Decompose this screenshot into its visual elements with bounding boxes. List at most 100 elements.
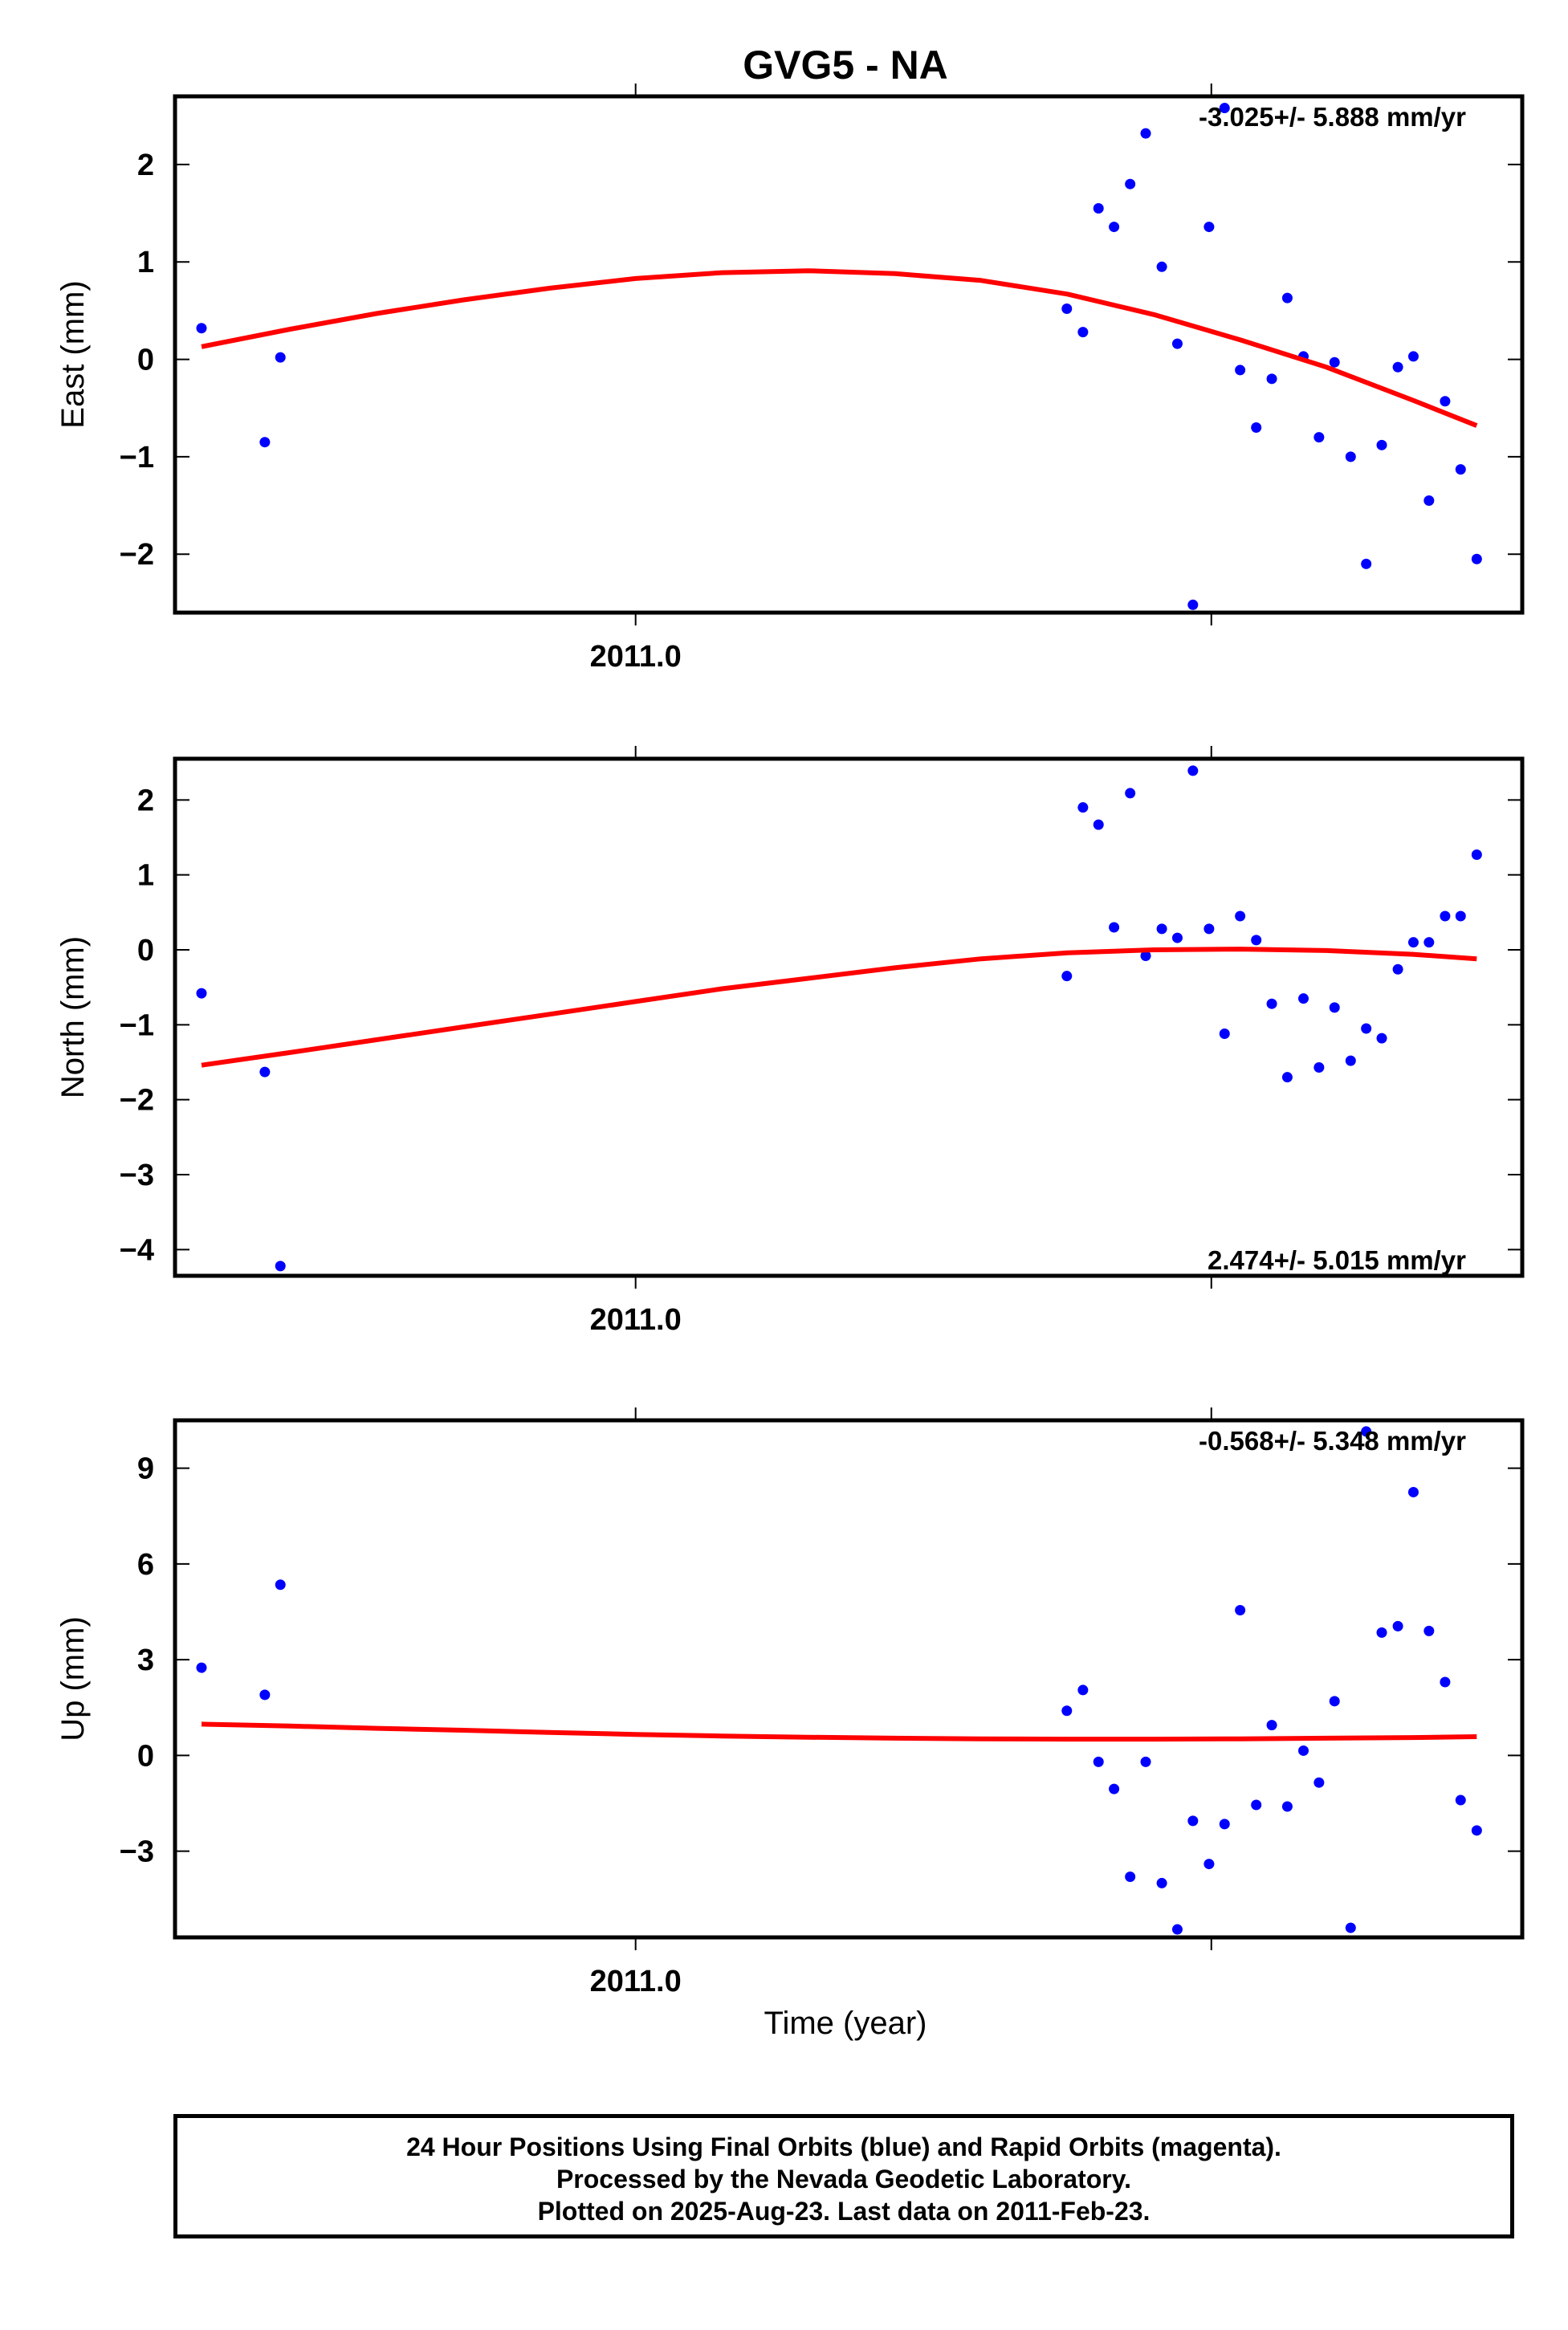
- data-point: [1471, 1825, 1482, 1836]
- data-point: [196, 323, 207, 334]
- data-point: [1345, 1055, 1356, 1066]
- data-point: [1187, 599, 1199, 610]
- y-tick-label: 6: [137, 1548, 154, 1582]
- panel-east: −2 −1 0 1 2 2011.0 East (mm) -3.025+/- 5.888 mm…: [55, 84, 1525, 674]
- data-point: [1061, 971, 1073, 982]
- data-point: [1266, 1720, 1277, 1731]
- data-point: [1219, 1029, 1230, 1040]
- y-tick-label: 1: [137, 859, 154, 893]
- footer-line-1: 24 Hour Positions Using Final Orbits (bl…: [406, 2132, 1281, 2161]
- data-point: [1471, 849, 1482, 860]
- data-point: [1251, 422, 1262, 433]
- panel-north: −4 −3 −2 −1 0 1 2 2011.0 North (mm) 2.474+/- 5.01…: [55, 746, 1525, 1337]
- data-point: [1219, 1819, 1230, 1830]
- figure-title: GVG5 - NA: [743, 43, 948, 88]
- data-point: [1392, 1620, 1403, 1631]
- data-point: [1361, 558, 1372, 569]
- data-point: [1251, 1799, 1262, 1811]
- data-point: [1423, 495, 1435, 506]
- plot-frame: [173, 1418, 1525, 1940]
- rate-annotation: 2.474+/- 5.015 mm/yr: [1208, 1245, 1466, 1275]
- plot-frame: [173, 756, 1525, 1278]
- data-point: [1093, 203, 1104, 214]
- data-point: [1125, 178, 1136, 189]
- data-point: [1455, 1794, 1466, 1806]
- footer-box: 24 Hour Positions Using Final Orbits (bl…: [173, 2114, 1514, 2238]
- data-point: [1281, 1801, 1293, 1812]
- x-axis-title: Time (year): [764, 2006, 927, 2041]
- data-point: [1171, 338, 1183, 349]
- y-tick-label: −3: [120, 1159, 154, 1192]
- data-point: [1109, 1783, 1120, 1794]
- data-point: [1171, 1924, 1183, 1935]
- data-point: [1407, 351, 1419, 362]
- panels-group: −2 −1 0 1 2 2011.0 East (mm) -3.025+/- 5.888 mm…: [55, 84, 1525, 1998]
- data-point: [1156, 923, 1167, 935]
- data-point: [1266, 998, 1277, 1009]
- data-point: [1313, 432, 1325, 443]
- y-tick-label: 2: [137, 149, 154, 182]
- y-axis-title: East (mm): [55, 280, 91, 428]
- y-tick-label: −1: [120, 1008, 154, 1042]
- data-point: [1219, 103, 1230, 114]
- data-point: [196, 1662, 207, 1673]
- data-point: [1455, 464, 1466, 475]
- data-point: [1298, 1745, 1309, 1756]
- data-point: [1440, 396, 1451, 407]
- x-tick-label: 2011.0: [590, 640, 682, 674]
- data-point: [1376, 1627, 1387, 1638]
- data-point: [1093, 819, 1104, 830]
- data-point: [275, 1261, 286, 1272]
- x-tick-label: 2011.0: [590, 1303, 682, 1337]
- data-point: [1329, 356, 1340, 368]
- data-point: [1235, 365, 1246, 376]
- data-point: [1077, 802, 1089, 813]
- data-point: [1125, 1871, 1136, 1882]
- data-point: [1109, 922, 1120, 933]
- data-point: [1376, 1033, 1387, 1044]
- y-tick-label: −3: [120, 1835, 154, 1869]
- y-tick-label: 9: [137, 1452, 154, 1486]
- data-point: [1061, 303, 1073, 314]
- data-point: [1077, 327, 1089, 338]
- data-point: [1440, 1676, 1451, 1688]
- data-point: [259, 1689, 271, 1701]
- data-point: [1235, 910, 1246, 922]
- data-point: [1298, 993, 1309, 1004]
- y-tick-label: −4: [120, 1233, 154, 1267]
- data-point: [1109, 222, 1120, 233]
- data-point: [1266, 373, 1277, 385]
- data-point: [1345, 451, 1356, 462]
- data-point: [1187, 765, 1199, 776]
- model-fit-curve: [201, 1721, 1477, 1742]
- model-fit-curve: [201, 268, 1478, 428]
- rate-annotation: -3.025+/- 5.888 mm/yr: [1199, 102, 1466, 132]
- model-fit-curve: [201, 947, 1477, 1068]
- data-point: [1313, 1062, 1325, 1073]
- data-point: [1187, 1815, 1199, 1827]
- data-point: [1471, 553, 1482, 564]
- data-point: [1125, 788, 1136, 799]
- data-point: [1235, 1605, 1246, 1616]
- x-tick-label: 2011.0: [590, 1965, 682, 1998]
- data-point: [1140, 1756, 1151, 1767]
- data-point: [1203, 1859, 1215, 1870]
- y-tick-label: 3: [137, 1644, 154, 1677]
- data-point: [1281, 292, 1293, 303]
- data-point: [1392, 361, 1403, 373]
- data-point: [1423, 937, 1435, 948]
- data-point: [1361, 1023, 1372, 1034]
- data-point: [1061, 1705, 1073, 1717]
- data-point: [1171, 932, 1183, 943]
- data-point: [1407, 937, 1419, 948]
- rate-annotation: -0.568+/- 5.348 mm/yr: [1199, 1426, 1466, 1456]
- y-tick-label: 0: [137, 934, 154, 967]
- data-point: [275, 1579, 286, 1591]
- data-point: [1077, 1684, 1089, 1696]
- data-point: [275, 352, 286, 363]
- y-tick-label: 2: [137, 784, 154, 817]
- data-point: [1423, 1625, 1435, 1636]
- data-point: [1440, 910, 1451, 922]
- data-point: [1140, 950, 1151, 961]
